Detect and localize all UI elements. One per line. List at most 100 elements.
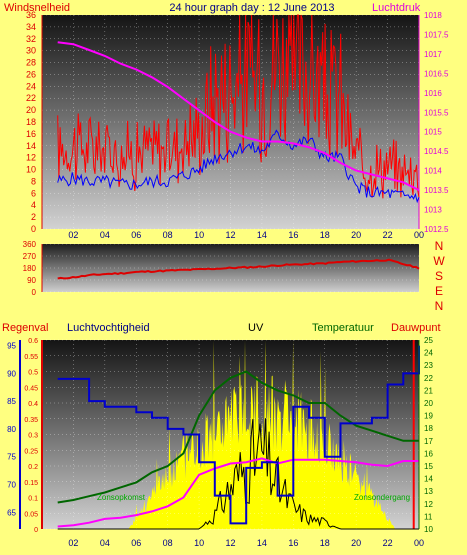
compass-label: N [435,239,444,253]
wind-axis-tick: 34 [26,22,36,32]
temperature-axis-tick: 14 [424,475,433,484]
humidity-line [57,345,420,525]
climate-grid [42,339,420,530]
wind-axis-title: Windsnelheid [4,2,70,14]
pressure-axis-tick: 1017.5 [424,30,449,39]
temperature-axis-tick: 25 [424,336,433,345]
pressure-line [57,41,420,191]
compass-label: S [435,269,443,283]
wind-axis-tick: 28 [26,58,36,68]
uv-axis-title: UV [248,322,264,334]
climate-axes: 0 0.05 0.1 0.15 0.2 0.25 0.3 0.35 0.4 0.45 0.5 0.55… [7,336,433,548]
time-axis-tick: 22 [383,538,393,548]
wind-pressure-axes: 0246810121416182022242628303234361012.51… [26,10,449,240]
rain-axis-tick: 0.45 [24,385,38,392]
temperature-axis-tick: 13 [424,487,433,496]
pressure-axis-tick: 1014.5 [424,147,449,156]
humidity-axis-title: Luchtvochtigheid [67,322,150,334]
rain-axis-tick: 0.05 [24,511,38,518]
wind-direction-line [57,258,420,280]
time-axis-tick: 00 [414,230,424,240]
wind-axis-tick: 36 [26,10,36,20]
pressure-axis-tick: 1013 [424,206,442,215]
time-axis-tick: 04 [100,230,110,240]
time-axis-tick: 20 [351,538,361,548]
wind-pressure-series [57,14,420,204]
compass-label: E [435,284,443,298]
temperature-axis-tick: 23 [424,361,433,370]
temperature-axis-tick: 20 [424,399,433,408]
time-axis-tick: 02 [68,538,78,548]
humidity-axis-tick: 90 [7,369,16,378]
direction-axis-tick: 270 [23,252,37,261]
pressure-axis-tick: 1018 [424,11,442,20]
rain-axis-tick: 0.15 [24,480,38,487]
rain-axis-tick: 0.1 [28,496,38,503]
direction-axis-tick: 360 [23,240,37,249]
wind-axis-tick: 0 [31,224,36,234]
temperature-axis-tick: 16 [424,449,433,458]
rain-axis-tick: 0.35 [24,417,38,424]
temperature-axis-tick: 10 [424,525,433,534]
rain-axis-tick: 0.6 [28,338,38,345]
pressure-axis-title: Luchtdruk [372,2,421,14]
dewpoint-axis-title: Dauwpunt [391,322,441,334]
uv-line [57,418,419,530]
wind-axis-tick: 26 [26,69,36,79]
sunrise-label: Zonsopkomst [97,493,146,502]
compass-label: N [435,299,444,313]
temperature-axis-tick: 11 [424,512,433,521]
temperature-axis-title: Temperatuur [312,322,374,334]
temperature-axis-tick: 21 [424,386,433,395]
sunset-label: Zonsondergang [354,493,410,502]
wind-axis-tick: 18 [26,117,36,127]
time-axis-tick: 10 [194,230,204,240]
time-axis-tick: 22 [383,230,393,240]
wind-axis-tick: 30 [26,46,36,56]
humidity-axis-tick: 65 [7,508,16,517]
time-axis-tick: 12 [225,538,235,548]
time-axis-tick: 20 [351,230,361,240]
time-axis-tick: 08 [163,230,173,240]
pressure-axis-tick: 1012.5 [424,225,449,234]
humidity-axis-tick: 75 [7,453,16,462]
rain-axis-tick: 0.55 [24,354,38,361]
wind-axis-tick: 8 [31,176,36,186]
temperature-axis-tick: 19 [424,412,433,421]
wind-axis-tick: 24 [26,81,36,91]
time-axis-tick: 08 [163,538,173,548]
temperature-axis-tick: 12 [424,500,433,509]
time-axis-tick: 14 [257,230,267,240]
humidity-axis-tick: 70 [7,481,16,490]
pressure-axis-tick: 1015 [424,128,442,137]
temperature-axis-tick: 18 [424,424,433,433]
pressure-axis-tick: 1013.5 [424,186,449,195]
wind-axis-tick: 6 [31,188,36,198]
direction-axis-tick: 0 [32,288,37,297]
temperature-axis-tick: 22 [424,374,433,383]
pressure-axis-tick: 1016 [424,89,442,98]
wind-axis-tick: 14 [26,141,36,151]
time-axis-tick: 02 [68,230,78,240]
direction-axis-tick: 180 [23,264,37,273]
temperature-axis-tick: 15 [424,462,433,471]
humidity-axis-tick: 80 [7,425,16,434]
humidity-axis-tick: 95 [7,342,16,351]
rain-bar [412,340,415,529]
compass-label: W [433,254,445,268]
time-axis-tick: 00 [414,538,424,548]
wind-grid [42,14,420,230]
wind-axis-tick: 32 [26,34,36,44]
wind-gust-line [57,14,420,199]
time-axis-tick: 18 [320,230,330,240]
wind-axis-tick: 16 [26,129,36,139]
time-axis-tick: 12 [225,230,235,240]
wind-axis-tick: 10 [26,165,36,175]
dewpoint-line [57,457,419,528]
rain-axis-tick: 0 [34,527,38,534]
wind-direction-chart: 0 90 180 270 360 [23,240,420,297]
time-axis-tick: 14 [257,538,267,548]
wind-axis-tick: 20 [26,105,36,115]
